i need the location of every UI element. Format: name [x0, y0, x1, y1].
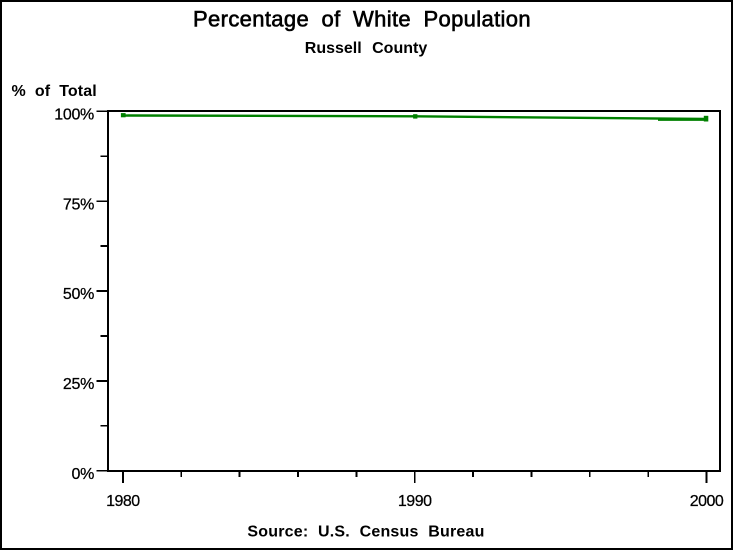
svg-text:0%: 0% — [71, 466, 94, 483]
svg-text:1990: 1990 — [398, 493, 432, 510]
svg-text:2000: 2000 — [690, 493, 724, 510]
svg-text:25%: 25% — [63, 376, 94, 393]
svg-text:100%: 100% — [54, 107, 94, 124]
svg-text:75%: 75% — [63, 196, 94, 213]
svg-text:1980: 1980 — [106, 493, 140, 510]
svg-text:Source: U.S. Census Bureau: Source: U.S. Census Bureau — [247, 524, 484, 541]
svg-text:Percentage of White Population: Percentage of White Population — [193, 7, 531, 32]
svg-text:Russell County: Russell County — [305, 40, 428, 57]
svg-text:50%: 50% — [63, 286, 94, 303]
svg-text:% of Total: % of Total — [12, 83, 97, 100]
